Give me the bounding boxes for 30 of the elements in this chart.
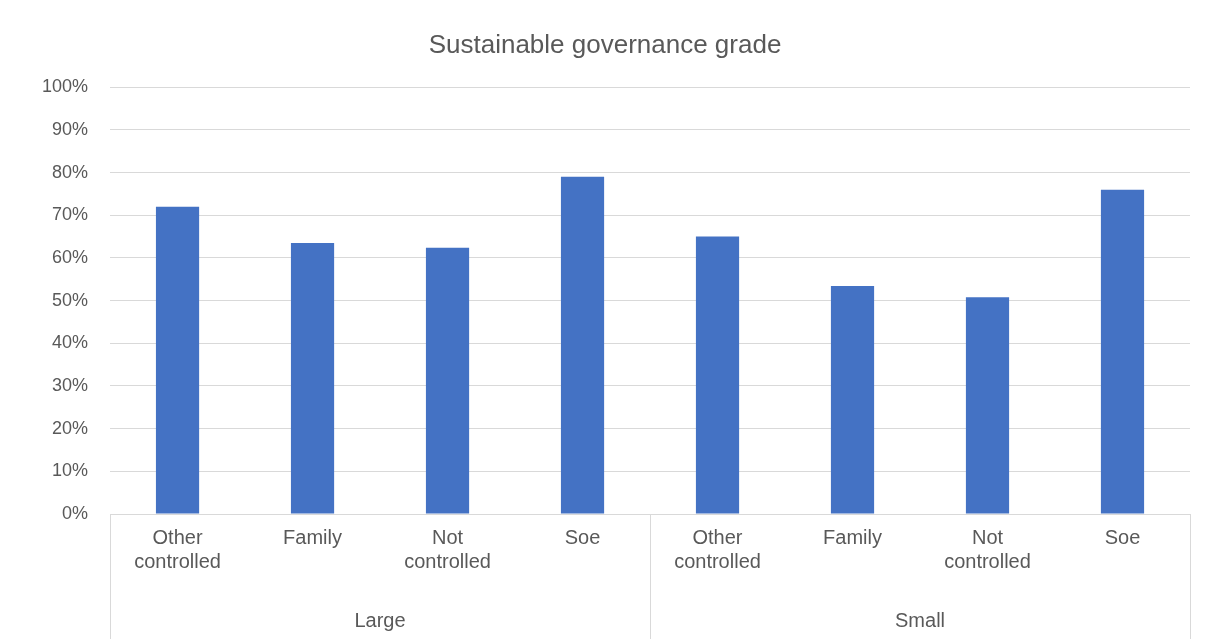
y-tick-label: 30% — [52, 374, 89, 395]
y-tick-label: 60% — [52, 246, 89, 267]
x-tick-label: Other controlled — [134, 525, 221, 572]
bar — [290, 242, 335, 514]
bar — [155, 206, 200, 514]
bar — [1100, 189, 1145, 514]
y-tick-label: 70% — [52, 204, 89, 225]
x-tick-label: Not controlled — [944, 525, 1031, 572]
x-tick-label: Family — [283, 525, 342, 548]
text: Large — [354, 608, 406, 631]
y-tick-label: 50% — [52, 289, 89, 310]
y-tick-label: 10% — [52, 460, 89, 481]
y-tick-label: 90% — [52, 118, 89, 139]
chart-title: Sustainable governance grade — [428, 28, 782, 59]
bar — [560, 176, 605, 514]
bar — [965, 297, 1010, 514]
y-tick-label: 80% — [52, 161, 89, 182]
y-tick-label: 0% — [62, 502, 89, 523]
y-tick-label: 20% — [52, 417, 89, 438]
bar — [695, 236, 740, 514]
x-tick-label: Not controlled — [404, 525, 491, 572]
x-tick-label: Soe — [564, 525, 601, 548]
y-tick-label: 40% — [52, 332, 89, 353]
bar — [830, 286, 875, 514]
text: Small — [895, 608, 946, 631]
x-tick-label: Family — [823, 525, 882, 548]
bar — [425, 247, 470, 514]
x-tick-label: Other controlled — [674, 525, 761, 572]
x-tick-label: Soe — [1104, 525, 1141, 548]
y-tick-label: 100% — [41, 76, 89, 97]
